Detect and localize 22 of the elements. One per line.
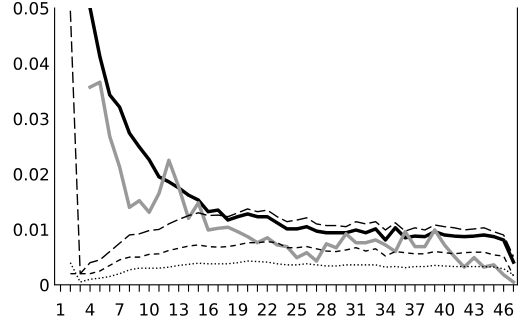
x-tick-label: 46 bbox=[494, 303, 514, 316]
x-tick-label: 31 bbox=[346, 303, 365, 316]
x-tick-label: 37 bbox=[406, 303, 424, 316]
x-tick-label: 4 bbox=[86, 303, 94, 316]
x-tick-label: 1 bbox=[57, 303, 64, 316]
x-tick-label: 13 bbox=[170, 303, 188, 316]
y-tick-label: 0.05 bbox=[14, 2, 48, 15]
y-tick-label: 0 bbox=[40, 278, 49, 292]
y-tick-label: 0.04 bbox=[14, 57, 49, 70]
x-tick-label: 16 bbox=[199, 303, 218, 316]
x-tick-label: 22 bbox=[258, 303, 276, 316]
x-tick-label: 34 bbox=[376, 303, 396, 316]
y-tick-label: 0.01 bbox=[14, 223, 48, 236]
x-tick-label: 19 bbox=[228, 303, 248, 316]
x-tick-label: 28 bbox=[316, 303, 336, 316]
y-tick-label: 0.03 bbox=[14, 112, 48, 126]
x-tick-label: 43 bbox=[464, 303, 484, 316]
x-tick-label: 7 bbox=[116, 303, 124, 316]
x-tick-label: 10 bbox=[140, 303, 159, 316]
x-tick-label: 40 bbox=[434, 303, 454, 316]
y-tick-label: 0.02 bbox=[14, 168, 48, 181]
x-tick-label: 25 bbox=[287, 303, 306, 316]
